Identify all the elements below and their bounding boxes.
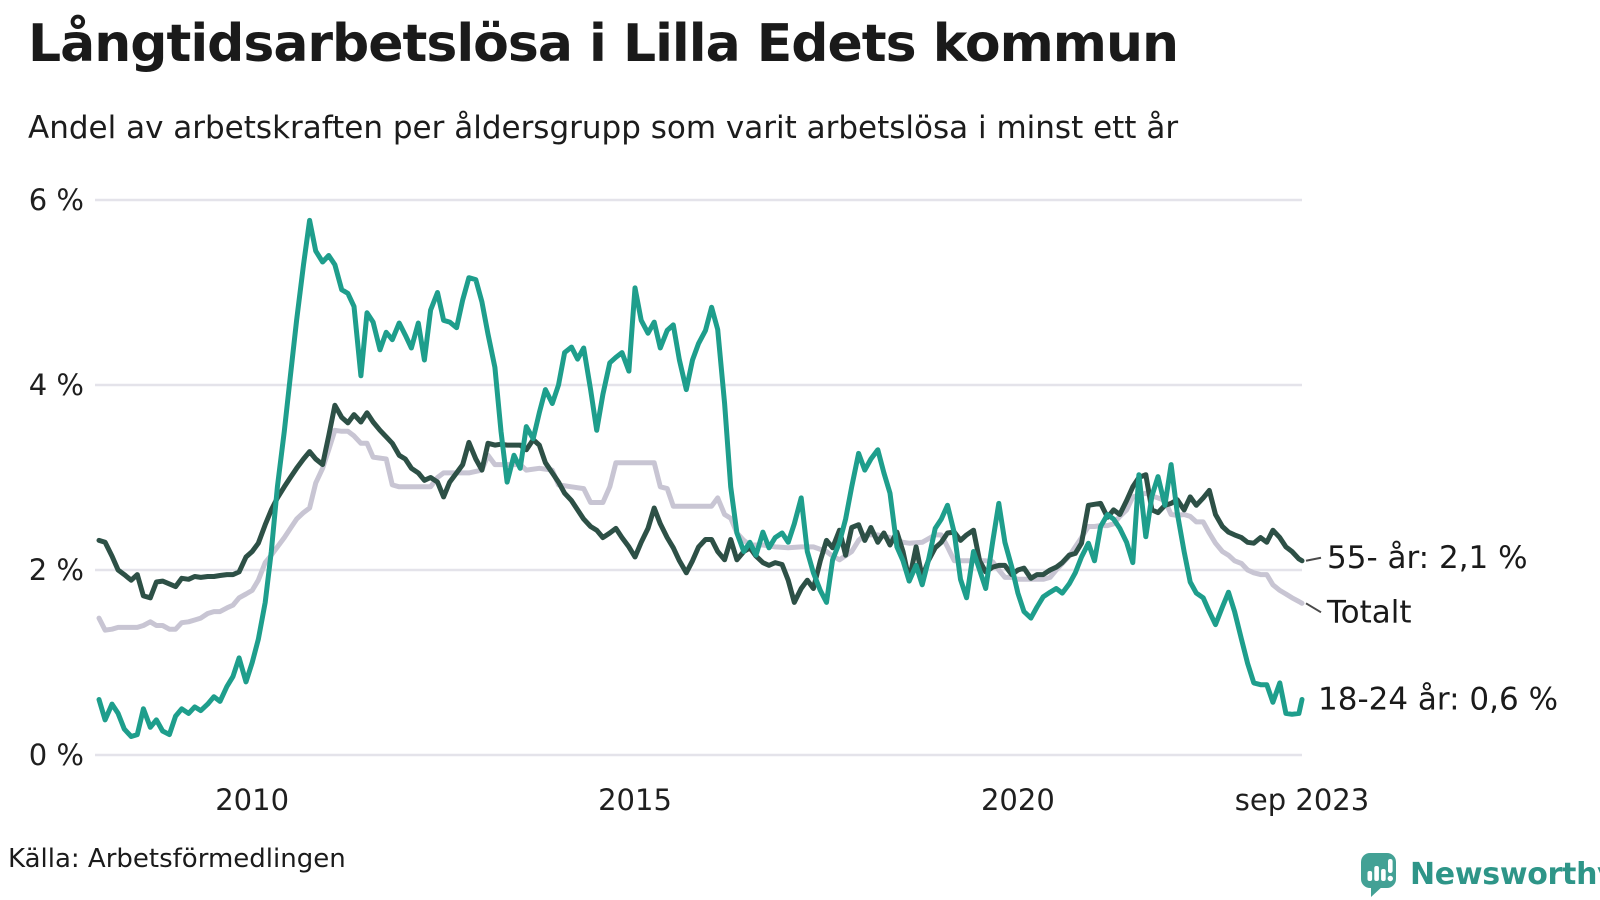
x-axis-label: 2020	[981, 783, 1055, 817]
newsworthy-logo: Newsworthy	[1358, 850, 1600, 898]
source-note: Källa: Arbetsförmedlingen	[8, 844, 346, 874]
x-axis-label: 2010	[215, 783, 289, 817]
y-axis-label: 6 %	[29, 183, 84, 217]
series-line-55plus	[96, 402, 1305, 605]
series-end-label-totalt: Totalt	[1326, 594, 1412, 630]
y-axis-label: 4 %	[29, 368, 84, 402]
chart-subtitle: Andel av arbetskraften per åldersgrupp s…	[28, 110, 1179, 146]
newsworthy-wordmark: Newsworthy	[1410, 856, 1600, 892]
x-axis-label: sep 2023	[1235, 783, 1369, 817]
page-title: Långtidsarbetslösa i Lilla Edets kommun	[28, 14, 1179, 74]
y-axis-label: 0 %	[29, 738, 84, 772]
line-chart-plot-area: 0 % 2 % 4 % 6 % 2010 2015 2020 sep 2023 Totalt 55…	[29, 183, 1558, 817]
series-label-connector	[1305, 556, 1322, 562]
series-end-label-18-24: 18-24 år: 0,6 %	[1318, 682, 1558, 718]
y-axis-label: 2 %	[29, 553, 84, 587]
newsworthy-bubble-icon	[1361, 853, 1396, 897]
series-line-18-24	[96, 217, 1305, 739]
series-end-label-55plus: 55- år: 2,1 %	[1327, 540, 1528, 576]
series-label-connector	[1305, 602, 1322, 614]
x-axis-label: 2015	[598, 783, 672, 817]
